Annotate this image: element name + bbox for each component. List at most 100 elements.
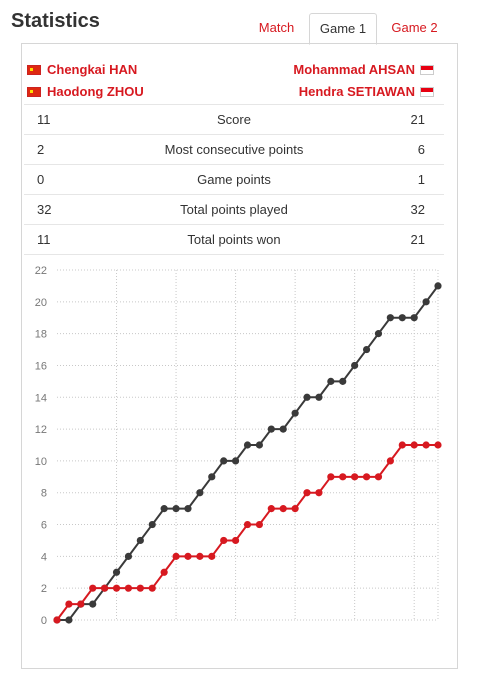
data-point — [398, 441, 406, 449]
data-point — [279, 425, 287, 433]
stat-row-points-played: 32 Total points played 32 — [24, 194, 444, 224]
data-point — [327, 473, 335, 481]
y-tick-label: 6 — [41, 520, 47, 532]
score-progression-chart: 0 2 4 6 8 10 12 14 16 18 20 22 — [35, 265, 442, 627]
data-point — [208, 552, 216, 560]
data-point — [148, 584, 156, 592]
data-point — [422, 298, 430, 306]
data-point — [160, 505, 168, 513]
data-point — [243, 441, 252, 449]
data-point — [386, 457, 394, 465]
indonesia-flag-icon — [420, 86, 434, 97]
y-tick-label: 14 — [35, 392, 47, 404]
stat-label: Total points won — [187, 232, 281, 247]
data-point — [136, 584, 144, 592]
player-name: Chengkai HAN — [47, 62, 138, 77]
data-point — [351, 473, 359, 481]
chart-series — [53, 282, 442, 624]
y-tick-label: 8 — [41, 488, 47, 500]
data-point — [267, 505, 275, 513]
data-point — [172, 552, 180, 560]
right-value: 21 — [410, 232, 425, 247]
tab-game-1[interactable]: Game 1 — [309, 13, 377, 45]
data-point — [243, 520, 252, 529]
y-tick-label: 16 — [35, 360, 47, 372]
data-point — [112, 568, 121, 576]
data-point — [267, 425, 275, 433]
player-name: Haodong ZHOU — [47, 84, 144, 99]
series-line — [56, 444, 438, 621]
data-point — [339, 377, 347, 385]
right-value: 6 — [417, 142, 425, 157]
right-value: 32 — [410, 202, 425, 217]
data-point — [374, 330, 383, 338]
stat-label: Most consecutive points — [164, 142, 304, 157]
data-point — [231, 536, 240, 545]
left-value: 11 — [37, 112, 51, 127]
data-point — [255, 520, 264, 529]
data-point — [124, 552, 133, 560]
data-point — [172, 505, 180, 513]
data-point — [196, 489, 204, 497]
data-point — [101, 584, 109, 592]
data-point — [291, 505, 299, 513]
data-point — [148, 520, 156, 529]
data-point — [65, 616, 73, 624]
data-point — [184, 552, 192, 560]
y-tick-label: 18 — [35, 329, 47, 341]
data-point — [89, 584, 97, 592]
data-point — [279, 505, 287, 513]
left-player-2: Haodong ZHOU — [27, 84, 144, 99]
left-value: 0 — [37, 172, 45, 187]
left-value: 2 — [37, 142, 45, 157]
right-player-2: Hendra SETIAWAN — [299, 84, 434, 99]
y-tick-label: 10 — [35, 456, 47, 468]
tab-game-2[interactable]: Game 2 — [391, 20, 438, 35]
stat-row-score: 11 Score 21 — [24, 104, 444, 134]
data-point — [208, 473, 216, 481]
data-point — [112, 584, 121, 592]
china-flag-icon — [27, 64, 41, 75]
data-point — [77, 600, 85, 608]
right-player-1: Mohammad AHSAN — [293, 62, 434, 77]
data-point — [184, 505, 192, 513]
stat-label: Score — [217, 112, 251, 127]
stat-label: Game points — [197, 172, 271, 187]
data-point — [339, 473, 347, 481]
data-point — [303, 393, 311, 401]
data-point — [231, 457, 240, 465]
right-value: 21 — [410, 112, 425, 127]
data-point — [315, 393, 323, 401]
data-point — [434, 282, 442, 290]
data-point — [303, 489, 311, 497]
y-tick-label: 2 — [41, 583, 47, 595]
data-point — [386, 314, 394, 322]
data-point — [374, 473, 383, 481]
data-point — [327, 377, 335, 385]
data-point — [291, 409, 299, 417]
data-point — [136, 536, 144, 545]
stat-row-consecutive: 2 Most consecutive points 6 — [24, 134, 444, 164]
series-dark — [53, 282, 442, 624]
page-title: Statistics — [11, 10, 100, 32]
tab-match[interactable]: Match — [258, 20, 295, 35]
data-point — [220, 457, 228, 465]
data-point — [362, 345, 371, 354]
right-value: 1 — [417, 172, 425, 187]
data-point — [89, 600, 97, 608]
data-point — [410, 314, 418, 322]
stat-row-game-points: 0 Game points 1 — [24, 164, 444, 194]
data-point — [434, 441, 442, 449]
indonesia-flag-icon — [420, 64, 434, 75]
y-tick-label: 0 — [41, 615, 47, 627]
data-point — [351, 361, 359, 370]
data-point — [362, 473, 371, 481]
data-point — [220, 536, 228, 545]
data-point — [65, 600, 73, 608]
y-tick-label: 4 — [41, 551, 47, 563]
china-flag-icon — [27, 86, 41, 97]
y-tick-label: 22 — [35, 265, 47, 277]
stats-table: 11 Score 21 2 Most consecutive points 6 … — [24, 104, 444, 255]
y-tick-label: 12 — [35, 424, 47, 436]
data-point — [124, 584, 133, 592]
